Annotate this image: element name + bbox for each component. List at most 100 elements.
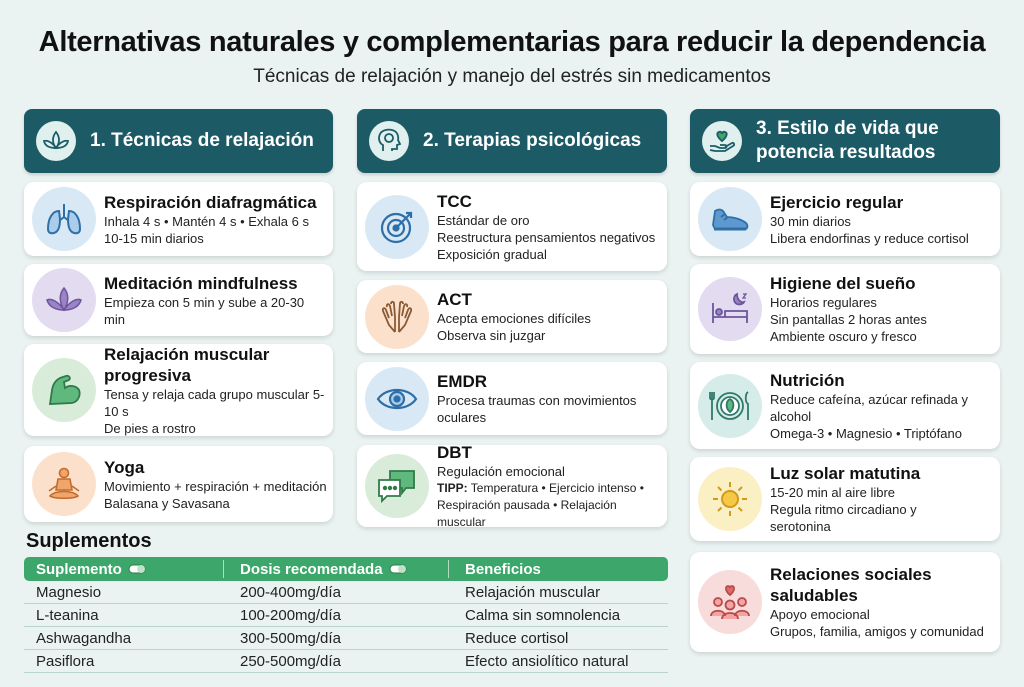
flexed-arm-icon: [32, 358, 96, 422]
card-text: 30 min diarios: [770, 213, 851, 229]
cell-dose: 300-500mg/día: [240, 629, 341, 647]
eye-icon: [365, 366, 429, 431]
column-heading: 2. Terapias psicológicas: [423, 130, 642, 151]
table-row: Pasiflora 250-500mg/día Efecto ansiolíti…: [24, 650, 668, 673]
card-yoga: Yoga Movimiento + respiración + meditaci…: [24, 446, 333, 522]
card-text: Reduce cafeína, azúcar refinada y: [770, 391, 969, 407]
page-subtitle: Técnicas de relajación y manejo del estr…: [253, 66, 771, 87]
table-row: Ashwagandha 300-500mg/día Reduce cortiso…: [24, 627, 668, 650]
lotus-icon: [32, 268, 96, 332]
card-title: DBT: [437, 442, 472, 462]
column-header-therapies: 2. Terapias psicológicas: [357, 109, 667, 173]
card-text: Omega-3 • Magnesio • Triptófano: [770, 425, 962, 441]
heart-hand-icon: [702, 121, 742, 161]
card-title: Luz solar matutina: [770, 464, 921, 483]
card-text: Horarios regulares: [770, 295, 877, 310]
lungs-icon: [32, 187, 96, 251]
card-title: ACT: [437, 290, 472, 309]
card-diaphragmatic-breathing: Respiración diafragmática Inhala 4 s • M…: [24, 182, 333, 256]
card-text: Ambiente oscuro y fresco: [770, 329, 917, 344]
card-progressive-muscle-relaxation: Relajación muscular progresiva Tensa y r…: [24, 344, 333, 436]
card-text: Regula ritmo circadiano y: [770, 502, 917, 517]
column-header-relaxation: 1. Técnicas de relajación: [24, 109, 333, 173]
card-social-relationships: Relaciones sociales saludables Apoyo emoc…: [690, 552, 1000, 652]
column-heading: 3. Estilo de vida que potencia resultados: [756, 118, 939, 163]
card-emdr: EMDR Procesa traumas con movimientos ocu…: [357, 362, 667, 435]
column-heading: 1. Técnicas de relajación: [90, 130, 314, 151]
cell-dose: 250-500mg/día: [240, 652, 341, 670]
card-text: De pies a rostro: [104, 420, 196, 436]
open-hands-icon: [365, 284, 429, 349]
card-title: Yoga: [104, 457, 145, 477]
capsule-icon: [128, 564, 146, 574]
card-text: Balasana y Savasana: [104, 495, 230, 511]
card-title: Nutrición: [770, 370, 845, 390]
cell-benefit: Efecto ansiolítico natural: [465, 652, 629, 670]
card-cbt: TCC Estándar de oro Reestructura pensami…: [357, 182, 667, 271]
card-mindfulness: Meditación mindfulness Empieza con 5 min…: [24, 264, 333, 336]
card-title: Meditación mindfulness: [104, 273, 298, 293]
column-header-lifestyle: 3. Estilo de vida que potencia resultados: [690, 109, 1000, 173]
supplements-title: Suplementos: [26, 530, 152, 552]
cell-supplement: L-teanina: [36, 606, 99, 624]
card-text: Libera endorfinas y reduce cortisol: [770, 230, 969, 246]
plate-cutlery-icon: [698, 373, 762, 438]
table-header: Suplemento Dosis recomendada Beneficios: [24, 557, 668, 581]
card-title: Ejercicio regular: [770, 192, 904, 212]
card-text: Procesa traumas con movimientos: [437, 393, 637, 408]
supplements-table: Suplemento Dosis recomendada Beneficios …: [24, 557, 668, 673]
page-title: Alternativas naturales y complementarias…: [38, 26, 986, 58]
card-text: alcohol: [770, 408, 812, 424]
card-text: Observa sin juzgar: [437, 328, 546, 343]
card-text: Regulación emocional: [437, 463, 565, 479]
card-text: Grupos, familia, amigos y comunidad: [770, 624, 984, 639]
card-text: Exposición gradual: [437, 246, 547, 262]
card-title: Higiene del sueño: [770, 274, 916, 293]
cell-benefit: Calma sin somnolencia: [465, 606, 621, 624]
sun-icon: [698, 467, 762, 531]
card-title: Respiración diafragmática: [104, 192, 317, 212]
card-text: Sin pantallas 2 horas antes: [770, 312, 927, 327]
bed-moon-icon: [698, 277, 762, 341]
card-text: Movimiento + respiración + meditación: [104, 478, 327, 494]
card-morning-sunlight: Luz solar matutina 15-20 min al aire lib…: [690, 457, 1000, 541]
card-text: Respiración pausada • Relajación muscula…: [437, 497, 617, 529]
card-title: Relaciones sociales saludables: [770, 565, 932, 605]
column-header: Beneficios: [465, 560, 541, 578]
cell-dose: 100-200mg/día: [240, 606, 341, 624]
cell-supplement: Ashwagandha: [36, 629, 132, 647]
cell-dose: 200-400mg/día: [240, 583, 341, 601]
card-text: Inhala 4 s • Mantén 4 s • Exhala 6 s: [104, 213, 309, 229]
column-header: Suplemento: [36, 560, 122, 578]
cell-supplement: Magnesio: [36, 583, 102, 601]
yoga-pose-icon: [32, 452, 96, 516]
running-shoe-icon: [698, 187, 762, 251]
table-row: L-teanina 100-200mg/día Calma sin somnol…: [24, 604, 668, 627]
card-text: oculares: [437, 410, 487, 425]
card-text: Apoyo emocional: [770, 607, 870, 622]
card-title: EMDR: [437, 372, 488, 391]
people-heart-icon: [698, 570, 762, 634]
capsule-icon: [389, 564, 407, 574]
card-text: Empieza con 5 min y sube a 20-30 min: [104, 294, 305, 327]
head-brain-icon: [369, 121, 409, 161]
cell-benefit: Relajación muscular: [465, 583, 601, 601]
card-text: serotonina: [770, 519, 831, 534]
card-exercise: Ejercicio regular 30 min diarios Libera …: [690, 182, 1000, 256]
column-header: Dosis recomendada: [240, 560, 383, 578]
card-text: TIPP: Temperatura • Ejercicio intenso •: [437, 480, 644, 495]
card-text: Reestructura pensamientos negativos: [437, 229, 656, 245]
card-title: TCC: [437, 191, 472, 211]
lotus-icon: [36, 121, 76, 161]
table-row: Magnesio 200-400mg/día Relajación muscul…: [24, 581, 668, 604]
card-sleep-hygiene: Higiene del sueño Horarios regulares Sin…: [690, 264, 1000, 354]
card-text: Tensa y relaja cada grupo muscular 5-10 …: [104, 386, 325, 419]
card-title: Relajación muscular progresiva: [104, 344, 270, 385]
chat-bubbles-icon: [365, 454, 429, 518]
card-nutrition: Nutrición Reduce cafeína, azúcar refinad…: [690, 362, 1000, 449]
card-dbt: DBT Regulación emocional TIPP: Temperatu…: [357, 442, 667, 529]
target-icon: [365, 194, 429, 259]
card-text: Estándar de oro: [437, 212, 530, 228]
cell-supplement: Pasiflora: [36, 652, 95, 670]
card-text: 15-20 min al aire libre: [770, 485, 896, 500]
